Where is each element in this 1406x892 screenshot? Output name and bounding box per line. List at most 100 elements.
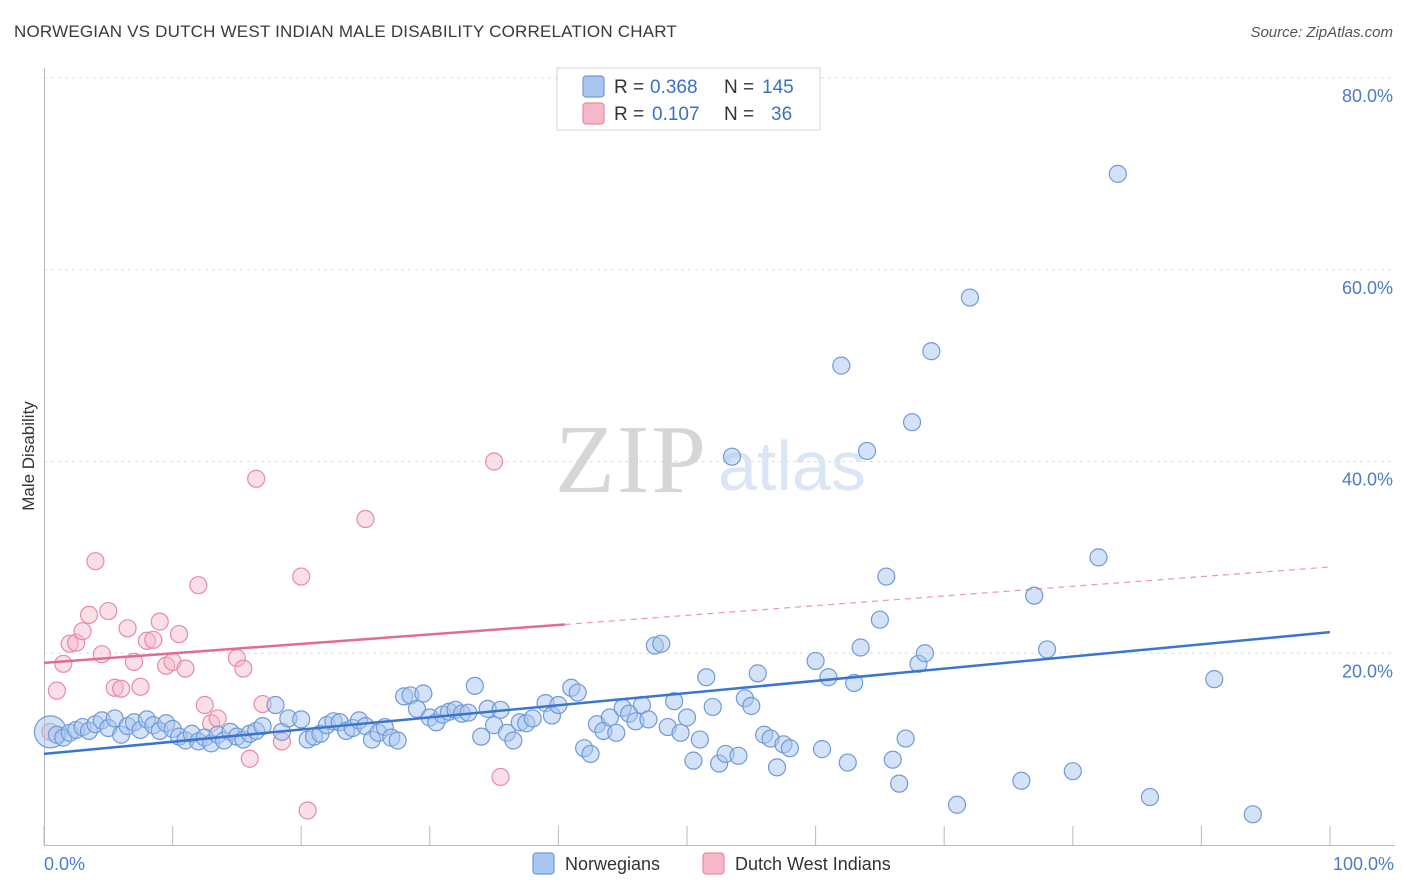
data-point-norwegians <box>767 758 787 777</box>
data-point-dutch-west-indians <box>298 801 317 820</box>
x-tick-label-max: 100.0% <box>1333 854 1394 874</box>
data-point-norwegians <box>890 774 909 793</box>
data-point-norwegians <box>697 668 716 687</box>
data-point-norwegians <box>266 695 285 715</box>
series-dutch-west-indians <box>41 452 510 820</box>
data-point-norwegians <box>388 731 407 750</box>
data-point-norwegians <box>253 717 272 736</box>
data-point-dutch-west-indians <box>292 567 311 586</box>
data-point-norwegians <box>922 342 941 361</box>
y-axis-title: Male Disability <box>19 401 38 511</box>
data-point-norwegians <box>960 288 980 307</box>
data-point-norwegians <box>671 723 690 742</box>
bottom-legend-label-norwegians: Norwegians <box>565 854 660 874</box>
data-point-norwegians <box>1108 164 1127 183</box>
legend-r-value-norwegians: 0.368 <box>650 77 698 98</box>
data-point-norwegians <box>915 644 935 663</box>
data-point-dutch-west-indians <box>491 767 510 787</box>
data-point-dutch-west-indians <box>169 624 189 644</box>
data-point-dutch-west-indians <box>247 469 266 488</box>
data-point-norwegians <box>838 753 857 772</box>
data-point-norwegians <box>742 696 761 716</box>
data-point-norwegians <box>1205 670 1224 689</box>
x-tick-label-min: 0.0% <box>44 854 85 874</box>
data-point-norwegians <box>722 447 742 466</box>
y-tick-label: 40.0% <box>1342 470 1393 490</box>
data-point-dutch-west-indians <box>105 678 124 697</box>
x-axis-ticks <box>43 826 1331 845</box>
data-point-norwegians <box>780 739 799 758</box>
legend-n-value-norwegians: 145 <box>762 77 794 98</box>
data-point-dutch-west-indians <box>195 695 214 715</box>
data-point-norwegians <box>465 676 484 695</box>
data-point-norwegians <box>581 744 600 764</box>
data-point-norwegians <box>677 708 697 727</box>
data-point-norwegians <box>812 740 832 759</box>
data-point-norwegians <box>703 697 722 717</box>
data-point-norwegians <box>523 709 542 728</box>
data-point-norwegians <box>665 692 684 711</box>
legend-n-label-dutch-west-indians: N = <box>724 104 754 125</box>
data-point-dutch-west-indians <box>485 452 504 471</box>
y-tick-label: 80.0% <box>1342 86 1393 106</box>
data-point-norwegians <box>729 746 748 765</box>
data-point-dutch-west-indians <box>79 605 99 625</box>
data-point-dutch-west-indians <box>356 509 375 529</box>
data-point-norwegians <box>877 567 896 586</box>
legend-swatch-norwegians <box>582 75 605 98</box>
data-point-norwegians <box>690 730 709 749</box>
trend-line-dutch-west-indians-extrapolated <box>564 566 1331 626</box>
data-point-dutch-west-indians <box>234 659 253 678</box>
data-point-norwegians <box>1037 640 1057 659</box>
y-axis-tick-labels: 20.0% 40.0% 60.0% 80.0% <box>1342 86 1393 681</box>
data-point-norwegians <box>639 710 658 729</box>
bottom-legend-swatch-dutch-west-indians <box>702 852 725 875</box>
watermark-atlas: atlas <box>718 427 866 505</box>
data-point-dutch-west-indians <box>73 622 92 641</box>
y-tick-label: 60.0% <box>1342 278 1393 298</box>
legend-r-label-dutch-west-indians: R = <box>614 104 644 125</box>
data-point-norwegians <box>806 651 825 671</box>
bottom-legend-label-dutch-west-indians: Dutch West Indians <box>735 854 891 874</box>
correlation-legend: R = 0.368 N = 145 R = 0.107 N = 36 <box>556 67 821 131</box>
data-point-dutch-west-indians <box>99 601 118 621</box>
legend-r-value-dutch-west-indians: 0.107 <box>652 104 700 125</box>
data-point-dutch-west-indians <box>54 654 73 673</box>
data-point-dutch-west-indians <box>176 659 195 678</box>
data-point-norwegians <box>652 634 671 653</box>
data-point-norwegians <box>600 708 619 727</box>
trend-line-norwegians <box>43 630 1331 756</box>
watermark: ZIP atlas <box>555 406 866 514</box>
data-point-norwegians <box>851 638 870 657</box>
data-point-dutch-west-indians <box>240 749 259 768</box>
legend-n-label-norwegians: N = <box>724 77 754 98</box>
series-legend: Norwegians Dutch West Indians <box>532 852 891 875</box>
data-point-norwegians <box>1089 548 1108 567</box>
data-point-norwegians <box>832 356 851 375</box>
watermark-zip: ZIP <box>555 406 708 514</box>
data-point-norwegians <box>883 750 902 769</box>
trend-lines <box>43 566 1331 756</box>
data-point-norwegians <box>504 731 523 750</box>
data-point-dutch-west-indians <box>118 619 137 638</box>
data-point-norwegians <box>819 668 838 687</box>
data-point-norwegians <box>1140 787 1160 807</box>
data-point-norwegians <box>1012 771 1031 790</box>
data-point-dutch-west-indians <box>144 630 163 649</box>
trend-line-dutch-west-indians <box>43 623 565 665</box>
data-point-dutch-west-indians <box>137 631 156 650</box>
data-point-norwegians <box>857 441 877 461</box>
data-point-dutch-west-indians <box>208 709 227 728</box>
data-point-dutch-west-indians <box>47 681 66 700</box>
bottom-legend-swatch-norwegians <box>532 852 555 875</box>
data-point-dutch-west-indians <box>131 677 150 696</box>
legend-r-label-norwegians: R = <box>614 77 644 98</box>
grid-lines <box>44 77 1393 654</box>
data-point-dutch-west-indians <box>86 552 105 571</box>
chart-title: NORWEGIAN VS DUTCH WEST INDIAN MALE DISA… <box>14 22 677 41</box>
data-point-norwegians <box>607 723 626 742</box>
data-point-dutch-west-indians <box>67 633 86 652</box>
data-point-dutch-west-indians <box>60 634 79 653</box>
